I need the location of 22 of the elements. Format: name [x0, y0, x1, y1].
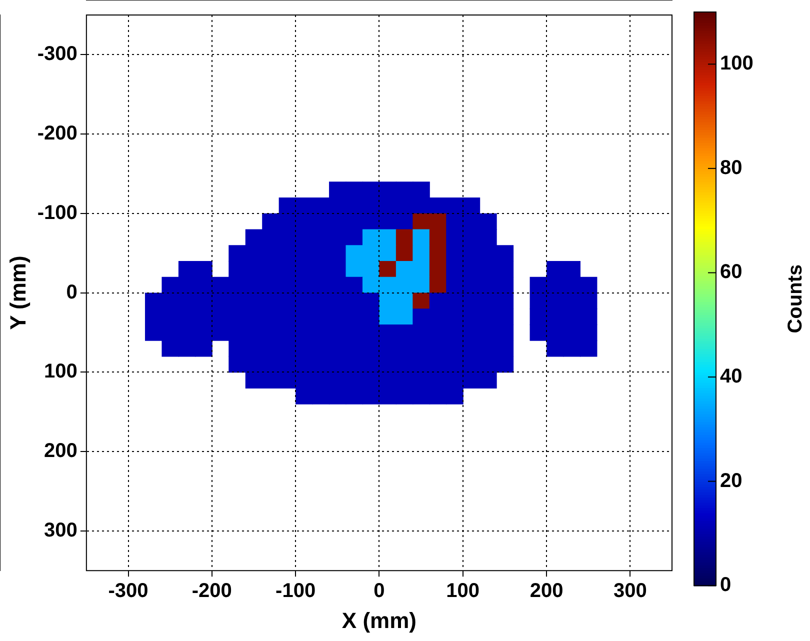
y-tick-label: -100 — [37, 202, 78, 224]
x-axis-title: X (mm) — [342, 608, 416, 633]
y-tick-label: 0 — [66, 281, 78, 304]
x-tick-label: -100 — [276, 580, 316, 602]
x-tick-label: 0 — [374, 580, 385, 602]
x-tick-label: 300 — [613, 580, 647, 602]
x-tick-label: -300 — [108, 580, 148, 602]
color-bar-label: 20 — [720, 470, 742, 492]
color-bar-label: 80 — [720, 156, 742, 179]
x-tick-label: 200 — [530, 580, 564, 602]
y-tick-label: -200 — [37, 122, 78, 145]
x-tick-label: 100 — [446, 580, 480, 602]
color-bar-label: 40 — [720, 366, 742, 388]
y-tick-label: 200 — [44, 440, 78, 462]
color-bar-label: 100 — [720, 52, 754, 75]
y-tick-label: 100 — [44, 360, 78, 383]
color-bar-label: 60 — [720, 261, 742, 284]
y-tick-label: 300 — [44, 519, 78, 542]
x-tick-label: -200 — [192, 580, 232, 602]
color-bar-title: Counts — [784, 264, 807, 334]
y-axis-title: Y (mm) — [5, 256, 30, 330]
y-tick-label: -300 — [37, 43, 78, 66]
